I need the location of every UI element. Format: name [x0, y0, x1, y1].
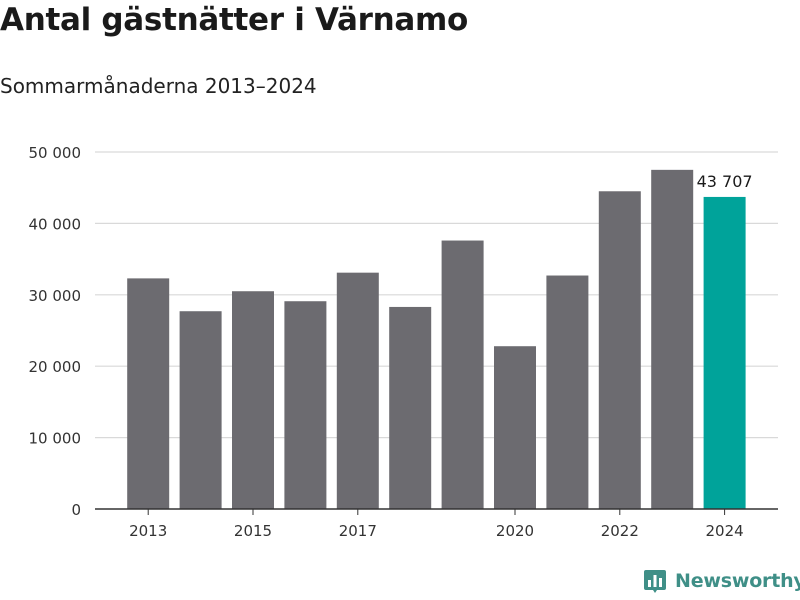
bar-2013 [127, 278, 170, 509]
x-tick-label: 2015 [234, 522, 272, 540]
chart-title: Antal gästnätter i Värnamo [0, 2, 469, 38]
y-tick-label: 0 [71, 501, 81, 519]
bar-2022 [598, 191, 641, 509]
newsworthy-logo-icon [644, 570, 666, 593]
y-tick-label: 30 000 [29, 287, 82, 305]
y-tick-label: 50 000 [29, 144, 82, 162]
brand-name: Newsworthy [675, 570, 800, 592]
brand-logo: Newsworthy [643, 569, 800, 593]
chart-subtitle: Sommarmånaderna 2013–2024 [0, 74, 317, 98]
bar-2016 [284, 301, 327, 509]
bar-2014 [179, 311, 222, 509]
bar-2018 [389, 306, 432, 509]
bar-2021 [546, 275, 589, 509]
y-tick-label: 10 000 [29, 430, 82, 448]
bar-2023 [651, 169, 694, 509]
y-tick-label: 40 000 [29, 215, 82, 233]
bar-2024 [703, 196, 746, 510]
x-tick-label: 2024 [706, 522, 744, 540]
bar-2017 [336, 272, 379, 509]
bar-2015 [232, 291, 274, 509]
x-tick-label: 2020 [496, 522, 534, 540]
x-tick-label: 2022 [601, 522, 639, 540]
x-tick-label: 2013 [129, 522, 167, 540]
bar-2020 [494, 346, 536, 509]
bar-2019 [441, 240, 484, 509]
data-label-2024: 43 707 [697, 172, 753, 191]
x-tick-label: 2017 [339, 522, 377, 540]
y-tick-label: 20 000 [29, 358, 82, 376]
